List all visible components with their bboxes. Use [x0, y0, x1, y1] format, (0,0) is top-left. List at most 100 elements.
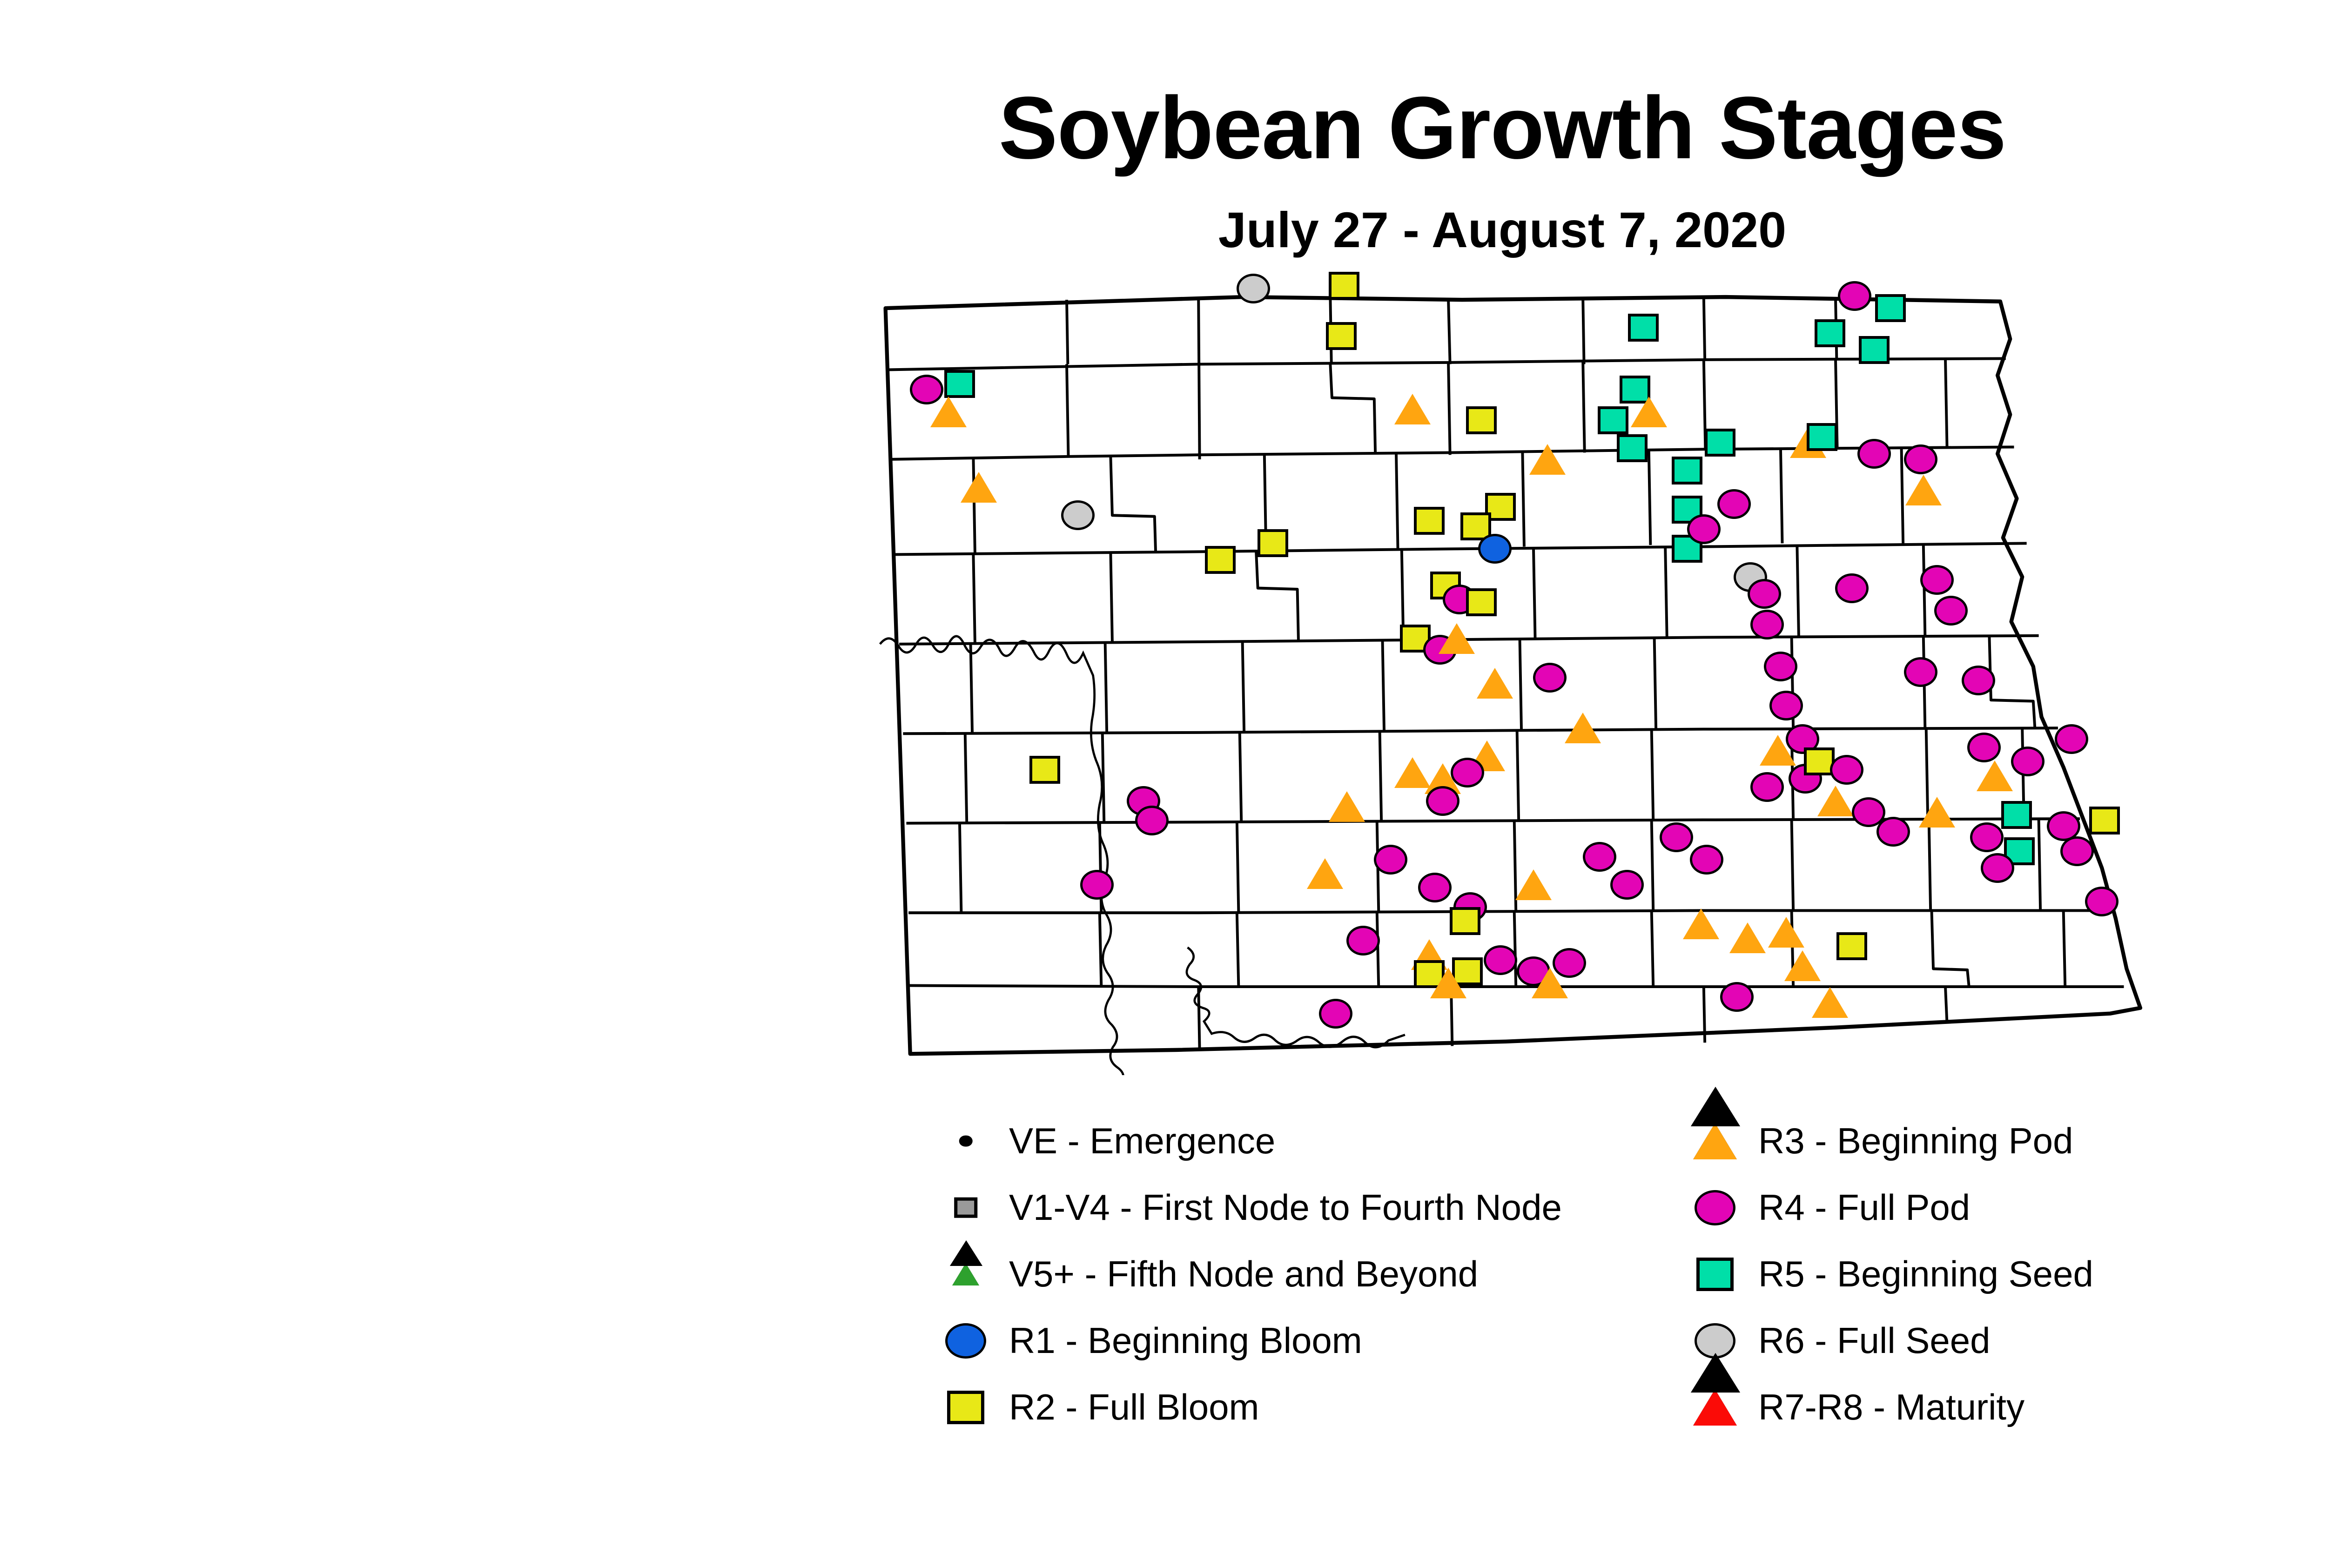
map-marker-r3 — [1529, 936, 1571, 998]
map-marker-r3 — [1526, 413, 1568, 475]
map-marker-r4 — [1961, 666, 1995, 696]
map-marker-r4 — [1689, 844, 1723, 875]
legend-item-label: R2 - Full Bloom — [1009, 1386, 1259, 1427]
map-marker-r3 — [1474, 637, 1516, 699]
missouri-river — [879, 635, 1406, 1075]
page-title: Soybean Growth Stages — [998, 79, 2006, 177]
map-marker-r3 — [1435, 592, 1478, 654]
map-marker-r5 — [944, 370, 975, 398]
map-marker-r4 — [1920, 565, 1954, 595]
map-marker-r4 — [1903, 444, 1937, 474]
map-marker-r3 — [1628, 365, 1670, 427]
map-marker-r3 — [1765, 886, 1807, 948]
map-marker-r4 — [1835, 573, 1869, 603]
legend-swatch — [931, 1240, 1001, 1307]
map-marker-r4 — [1374, 844, 1408, 875]
r2-symbol-icon — [947, 1390, 984, 1424]
map-marker-r4 — [1970, 822, 2004, 852]
map-marker-r3 — [1562, 682, 1604, 744]
map-marker-r2 — [1328, 272, 1359, 300]
map-marker-r2 — [1466, 588, 1497, 616]
legend-item-label: R7-R8 - Maturity — [1758, 1386, 2025, 1427]
north-dakota-map — [847, 272, 2220, 1075]
map-marker-r3 — [928, 365, 970, 427]
legend-swatch — [1680, 1086, 1750, 1174]
legend-item-v1-v4[interactable]: V1-V4 - First Node to Fourth Node — [931, 1174, 1675, 1241]
map-marker-r3 — [1727, 892, 1769, 954]
legend-item-r6[interactable]: R6 - Full Seed — [1680, 1307, 2327, 1374]
r1-symbol-icon — [945, 1323, 986, 1359]
map-marker-r3 — [1815, 754, 1856, 816]
map-marker-r3 — [1916, 766, 1958, 828]
map-marker-r4 — [1717, 489, 1751, 519]
map-marker-r4 — [1750, 609, 1784, 639]
map-marker-r4 — [1769, 691, 1803, 721]
map-marker-r2 — [1449, 907, 1480, 935]
v1-v4-symbol-icon — [954, 1197, 977, 1218]
map-marker-r4 — [2055, 724, 2089, 754]
legend-swatch — [1680, 1307, 1750, 1374]
map-marker-r4 — [1610, 870, 1644, 900]
legend-item-r5[interactable]: R5 - Beginning Seed — [1680, 1241, 2327, 1307]
map-marker-r5 — [1672, 456, 1703, 485]
map-marker-r2 — [1400, 624, 1431, 653]
map-marker-r3 — [1427, 936, 1470, 998]
map-marker-r5 — [1875, 294, 1906, 323]
map-marker-r3 — [1974, 729, 2016, 791]
legend-item-ve[interactable]: VE - Emergence — [931, 1108, 1675, 1174]
legend-swatch — [931, 1108, 1001, 1174]
map-marker-r2 — [1326, 322, 1357, 350]
ve-symbol-icon — [959, 1135, 973, 1147]
map-marker-r3 — [1680, 878, 1722, 940]
map-marker-r4 — [1903, 657, 1937, 687]
map-marker-r4 — [1934, 595, 1968, 626]
map-marker-r5 — [1806, 423, 1837, 451]
map-marker-r4 — [1451, 758, 1485, 788]
map-marker-r2 — [2089, 806, 2120, 834]
map-marker-r5 — [1598, 406, 1629, 434]
legend-item-label: R4 - Full Pod — [1758, 1187, 1971, 1228]
map-marker-r3 — [1809, 956, 1851, 1018]
legend-item-label: R6 - Full Seed — [1758, 1320, 1991, 1361]
r3-symbol-icon — [1691, 1086, 1740, 1159]
legend-item-r2[interactable]: R2 - Full Bloom — [931, 1374, 1675, 1440]
map-marker-r3 — [1392, 363, 1434, 424]
map-marker-r5 — [1858, 336, 1890, 364]
map-marker-r2 — [1836, 932, 1868, 961]
legend-item-label: R3 - Beginning Pod — [1758, 1120, 2073, 1161]
legend-item-label: V1-V4 - First Node to Fourth Node — [1009, 1187, 1562, 1228]
map-marker-r5 — [1628, 314, 1659, 342]
legend-item-r4[interactable]: R4 - Full Pod — [1680, 1174, 2327, 1241]
map-marker-r4 — [1857, 438, 1891, 469]
map-marker-r3 — [1513, 839, 1554, 901]
map-marker-r4 — [1418, 873, 1452, 903]
legend-swatch — [1680, 1241, 1750, 1307]
map-marker-r1 — [1478, 534, 1512, 564]
map-marker-r4 — [1829, 755, 1863, 785]
legend-item-r7-r8[interactable]: R7-R8 - Maturity — [1680, 1353, 2327, 1440]
legend-swatch — [1680, 1353, 1750, 1440]
legend-item-v5plus[interactable]: V5+ - Fifth Node and Beyond — [931, 1240, 1675, 1307]
map-marker-r4 — [1851, 797, 1885, 827]
map-marker-r2 — [1413, 507, 1445, 535]
map-marker-r3 — [1782, 920, 1824, 982]
legend-item-label: VE - Emergence — [1009, 1120, 1276, 1161]
map-marker-r4 — [1838, 281, 1872, 311]
r6-symbol-icon — [1695, 1323, 1735, 1359]
legend-swatch — [931, 1307, 1001, 1374]
map-marker-r6 — [1061, 500, 1095, 531]
map-marker-r3 — [1902, 444, 1944, 506]
page-subtitle: July 27 - August 7, 2020 — [1218, 202, 1787, 258]
map-marker-r5 — [1617, 434, 1648, 462]
r5-symbol-icon — [1696, 1257, 1734, 1291]
legend-item-r1[interactable]: R1 - Beginning Bloom — [931, 1307, 1675, 1374]
map-marker-r4 — [1876, 816, 1910, 847]
map-marker-r4 — [1346, 926, 1380, 956]
legend-item-r3[interactable]: R3 - Beginning Pod — [1680, 1086, 2327, 1174]
map-marker-r4 — [1750, 772, 1784, 802]
map-marker-r4 — [1533, 663, 1567, 693]
map-marker-r3 — [1304, 827, 1346, 889]
map-marker-r5 — [1672, 535, 1703, 563]
map-marker-r4 — [1764, 651, 1797, 681]
map-marker-r5 — [1672, 496, 1703, 524]
